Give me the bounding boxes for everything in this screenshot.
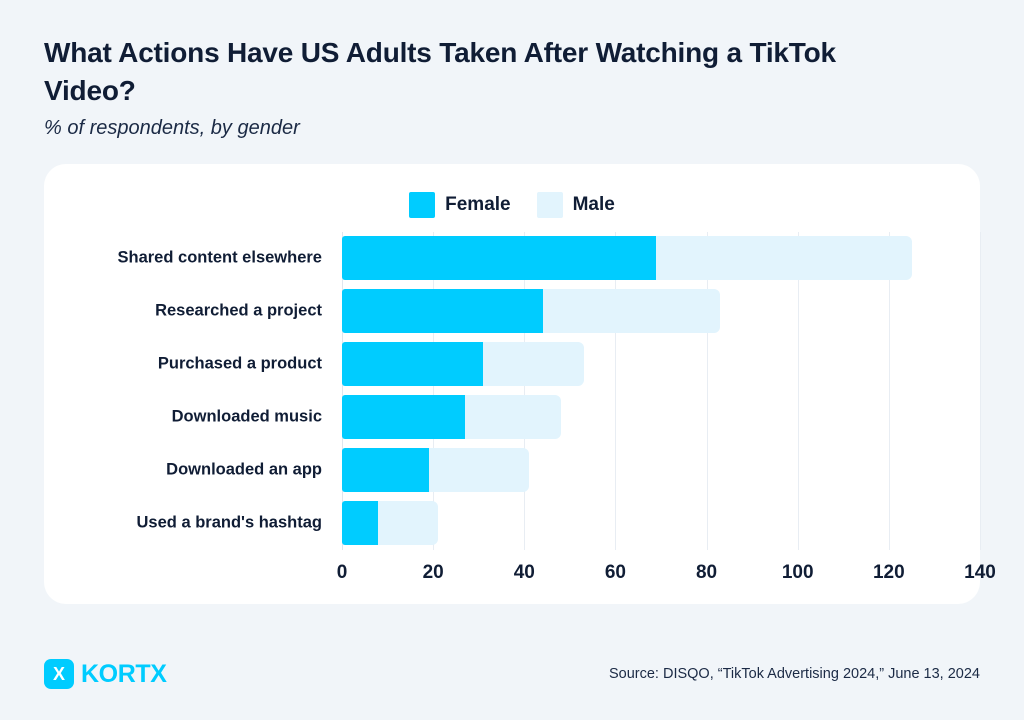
x-tick-label: 140 [964,561,996,583]
bar-segment-female[interactable] [342,342,484,387]
category-label: Downloaded an app [166,460,322,479]
bar-segment-male[interactable] [428,448,529,493]
bar-row[interactable] [342,342,980,387]
bar-row[interactable] [342,395,980,440]
bars-container [342,231,981,550]
gridline-80 [706,231,708,550]
category-label: Purchased a product [157,354,322,373]
legend-label: Male [572,193,615,215]
x-tick-label: 120 [872,561,905,583]
x-tick-label: 100 [781,561,814,583]
legend-swatch-male-icon [536,191,563,218]
gridline-0 [342,231,343,550]
bar-segment-male[interactable] [465,395,561,440]
page-title: What Actions Have US Adults Taken After … [44,37,836,106]
legend-swatch-female-icon [409,191,436,218]
category-label: Downloaded music [171,407,322,426]
category-label: Used a brand's hashtag [136,513,322,532]
legend-label: Female [445,193,511,215]
bar-segment-male[interactable] [378,501,438,546]
chart-legend: Female Male [44,191,980,218]
x-tick-label: 20 [422,561,444,583]
bar-segment-male[interactable] [542,289,721,334]
bar-segment-female[interactable] [342,448,429,493]
x-tick-label: 0 [336,561,348,583]
source-note: Source: DISQO, “TikTok Advertising 2024,… [608,666,980,682]
legend-item-female[interactable]: Female [409,191,511,218]
x-tick-label: 80 [695,561,718,583]
bar-segment-male[interactable] [656,236,912,281]
header: What Actions Have US Adults Taken After … [44,0,980,140]
gridline-140 [980,231,981,550]
gridline-60 [615,231,617,550]
page-subtitle: % of respondents, by gender [44,116,300,139]
bar-segment-female[interactable] [342,289,543,334]
chart-card: Female Male Shared content elsewhere Resea… [44,163,996,604]
bar-row[interactable] [342,501,980,546]
kortx-logo-text: KORTX [81,659,167,688]
gridline-120 [888,231,890,550]
category-label: Shared content elsewhere [117,248,323,267]
bar-segment-female[interactable] [342,236,657,281]
gridline-40 [524,231,526,550]
plot-area: Shared content elsewhere Researched a pro… [44,231,996,604]
y-axis-category-labels: Shared content elsewhere Researched a pro… [44,232,332,550]
legend-item-male[interactable]: Male [536,191,615,218]
bar-segment-female[interactable] [342,395,466,440]
bar-segment-female[interactable] [342,501,379,546]
x-axis-tick-labels: 0 20 40 60 80 100 120 140 [337,550,996,590]
kortx-logo-icon: X [44,659,74,689]
bar-row[interactable] [342,448,980,493]
gridlines [342,231,981,550]
bar-row[interactable] [342,236,980,281]
gridline-20 [433,231,435,550]
footer: X KORTX Source: DISQO, “TikTok Advertisi… [44,656,980,692]
x-tick-label: 40 [513,561,535,583]
bar-segment-male[interactable] [483,342,584,387]
category-label: Researched a project [155,301,322,320]
gridline-100 [797,231,799,550]
kortx-logo: X KORTX [44,659,167,689]
x-tick-label: 60 [604,561,626,583]
bar-row[interactable] [342,289,980,334]
